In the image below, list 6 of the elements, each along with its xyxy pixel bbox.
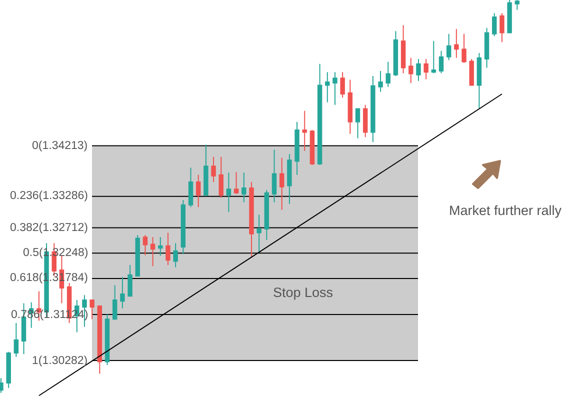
annotation: Market further rally [449,203,562,218]
ref-line-label: 0(1.34213) [32,140,88,152]
ref-line-label: 0.236(1.33286) [10,190,88,202]
annotation: Stop Loss [273,285,334,300]
ref-line-label: 1(1.30282) [32,355,88,367]
ref-line-label: 0.382(1.32712) [10,222,88,234]
